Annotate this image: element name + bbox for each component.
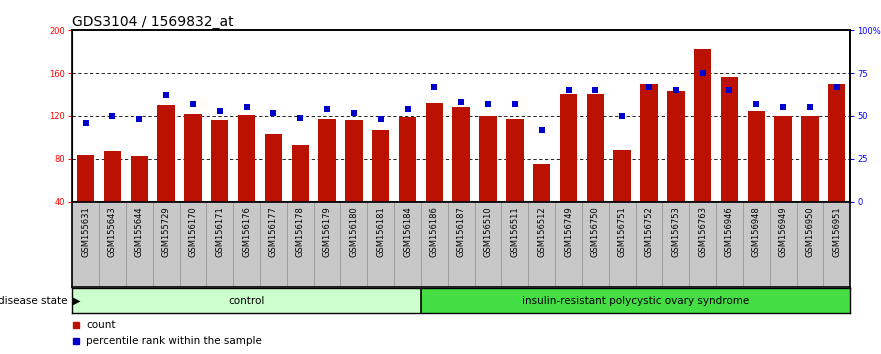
Bar	[314, 202, 340, 287]
Text: GSM156511: GSM156511	[510, 206, 520, 257]
Text: ▶: ▶	[73, 296, 81, 306]
Text: GSM156763: GSM156763	[698, 206, 707, 257]
Bar	[609, 202, 635, 287]
Bar	[264, 134, 282, 245]
Text: GSM156946: GSM156946	[725, 206, 734, 257]
Bar	[345, 120, 363, 245]
Text: GSM156177: GSM156177	[269, 206, 278, 257]
Bar	[448, 202, 475, 287]
Text: GSM155729: GSM155729	[161, 206, 171, 257]
Bar	[233, 202, 260, 287]
Text: disease state: disease state	[0, 296, 68, 306]
Bar	[340, 202, 367, 287]
Text: GSM156170: GSM156170	[189, 206, 197, 257]
Bar	[399, 117, 416, 245]
Bar	[613, 150, 631, 245]
Bar	[555, 202, 582, 287]
Bar	[828, 84, 846, 245]
Text: GSM156948: GSM156948	[751, 206, 761, 257]
Bar	[582, 202, 609, 287]
Bar	[507, 119, 523, 245]
Bar	[206, 202, 233, 287]
Text: GDS3104 / 1569832_at: GDS3104 / 1569832_at	[72, 15, 233, 29]
Text: percentile rank within the sample: percentile rank within the sample	[86, 336, 263, 346]
Bar	[152, 202, 180, 287]
Bar	[367, 202, 394, 287]
Text: GSM156750: GSM156750	[591, 206, 600, 257]
Bar	[743, 202, 770, 287]
Text: count: count	[86, 320, 115, 330]
Bar	[158, 105, 174, 245]
Text: GSM156179: GSM156179	[322, 206, 331, 257]
Bar	[394, 202, 421, 287]
Text: insulin-resistant polycystic ovary syndrome: insulin-resistant polycystic ovary syndr…	[522, 296, 749, 306]
Text: GSM155643: GSM155643	[108, 206, 117, 257]
Bar	[748, 110, 765, 245]
Text: GSM155631: GSM155631	[81, 206, 90, 257]
Text: GSM156180: GSM156180	[350, 206, 359, 257]
Bar	[287, 202, 314, 287]
Bar	[774, 116, 792, 245]
Text: GSM156187: GSM156187	[456, 206, 466, 257]
Bar	[126, 202, 152, 287]
Bar	[667, 91, 685, 245]
Bar	[587, 95, 604, 245]
Bar	[801, 116, 818, 245]
Text: GSM156751: GSM156751	[618, 206, 626, 257]
Bar	[104, 152, 122, 245]
Bar	[663, 202, 689, 287]
Text: GSM156512: GSM156512	[537, 206, 546, 257]
Bar	[694, 50, 711, 245]
Bar	[689, 202, 716, 287]
Text: GSM155644: GSM155644	[135, 206, 144, 257]
Text: GSM156753: GSM156753	[671, 206, 680, 257]
Bar	[260, 202, 287, 287]
Text: GSM156184: GSM156184	[403, 206, 412, 257]
Bar	[211, 120, 228, 245]
Bar	[475, 202, 501, 287]
Bar	[453, 107, 470, 245]
Bar	[529, 202, 555, 287]
Bar	[533, 164, 551, 245]
Bar	[721, 77, 738, 245]
Text: GSM156510: GSM156510	[484, 206, 492, 257]
Bar	[184, 114, 202, 245]
Bar	[372, 130, 389, 245]
Bar	[180, 202, 206, 287]
Text: GSM156171: GSM156171	[215, 206, 225, 257]
Text: GSM156950: GSM156950	[805, 206, 814, 257]
Text: GSM156951: GSM156951	[833, 206, 841, 257]
Bar	[796, 202, 824, 287]
Bar	[635, 202, 663, 287]
Text: GSM156949: GSM156949	[779, 206, 788, 257]
Bar	[421, 202, 448, 287]
Text: GSM156752: GSM156752	[645, 206, 654, 257]
Bar	[77, 155, 94, 245]
Bar	[72, 288, 421, 313]
Bar	[426, 103, 443, 245]
Bar	[72, 202, 99, 287]
Text: GSM156181: GSM156181	[376, 206, 385, 257]
Bar	[421, 288, 850, 313]
Bar	[238, 115, 255, 245]
Text: GSM156178: GSM156178	[296, 206, 305, 257]
Bar	[479, 116, 497, 245]
Bar	[501, 202, 529, 287]
Bar	[99, 202, 126, 287]
Bar	[130, 156, 148, 245]
Bar	[716, 202, 743, 287]
Text: GSM156749: GSM156749	[564, 206, 573, 257]
Bar	[770, 202, 796, 287]
Text: GSM156176: GSM156176	[242, 206, 251, 257]
Bar	[559, 95, 577, 245]
Bar	[640, 84, 658, 245]
Text: control: control	[228, 296, 265, 306]
Bar	[824, 202, 850, 287]
Bar	[318, 119, 336, 245]
Bar	[292, 145, 309, 245]
Text: GSM156186: GSM156186	[430, 206, 439, 257]
